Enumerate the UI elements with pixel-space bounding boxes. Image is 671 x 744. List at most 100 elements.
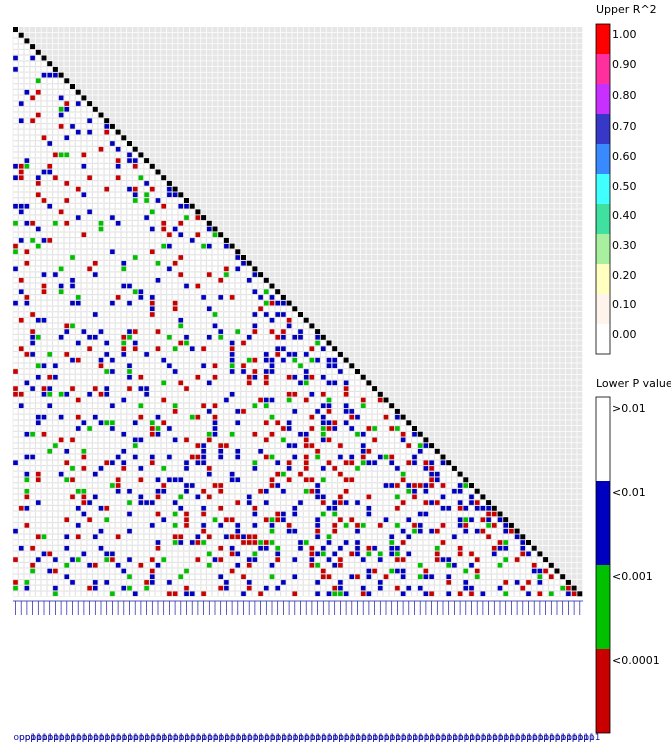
- upper-cell: [560, 557, 566, 563]
- upper-cell: [298, 306, 303, 312]
- upper-cell: [280, 112, 286, 118]
- upper-cell: [349, 312, 355, 317]
- upper-cell: [497, 198, 503, 203]
- upper-cell: [355, 78, 360, 84]
- upper-cell: [30, 38, 36, 44]
- upper-cell: [554, 260, 560, 266]
- upper-cell: [377, 215, 383, 221]
- upper-cell: [366, 163, 372, 169]
- upper-cell: [161, 163, 167, 169]
- upper-cell: [429, 27, 435, 32]
- upper-cell: [423, 277, 429, 283]
- upper-cell: [503, 488, 509, 494]
- upper-cell: [92, 84, 98, 89]
- upper-cell: [360, 152, 366, 158]
- upper-cell: [303, 175, 309, 181]
- upper-cell: [206, 95, 212, 101]
- upper-cell: [463, 180, 469, 186]
- upper-cell: [554, 477, 560, 483]
- upper-cell: [132, 84, 138, 89]
- upper-cell: [474, 391, 480, 397]
- upper-cell: [526, 528, 531, 534]
- upper-cell: [463, 334, 469, 340]
- upper-cell: [223, 175, 229, 181]
- upper-cell: [109, 66, 115, 72]
- upper-cell: [263, 226, 269, 232]
- upper-cell: [571, 357, 577, 363]
- upper-cell: [394, 112, 400, 118]
- upper-cell: [252, 209, 258, 215]
- upper-cell: [161, 141, 167, 146]
- upper-cell: [218, 44, 224, 50]
- upper-cell: [463, 266, 469, 272]
- upper-cell: [434, 294, 440, 300]
- upper-cell: [526, 294, 531, 300]
- upper-cell: [531, 72, 537, 78]
- upper-cell: [383, 255, 389, 260]
- upper-cell: [372, 163, 378, 169]
- upper-cell: [280, 84, 286, 89]
- upper-cell: [138, 101, 144, 107]
- upper-cell: [417, 391, 423, 397]
- upper-cell: [355, 317, 360, 323]
- upper-cell: [526, 420, 531, 426]
- upper-cell: [280, 192, 286, 198]
- upper-cell: [440, 249, 446, 255]
- upper-cell: [166, 101, 172, 107]
- upper-cell: [241, 55, 246, 61]
- upper-cell: [246, 72, 252, 78]
- upper-cell: [486, 397, 492, 403]
- upper-cell: [263, 135, 269, 141]
- upper-cell: [349, 152, 355, 158]
- upper-cell: [560, 106, 566, 112]
- upper-cell: [543, 369, 549, 374]
- upper-cell: [514, 351, 520, 357]
- upper-cell: [189, 175, 195, 181]
- upper-cell: [326, 198, 332, 203]
- upper-cell: [263, 203, 269, 209]
- upper-cell: [440, 95, 446, 101]
- upper-cell: [394, 277, 400, 283]
- upper-cell: [508, 426, 514, 431]
- upper-cell: [417, 38, 423, 44]
- upper-cell: [332, 95, 338, 101]
- upper-cell: [554, 448, 560, 454]
- upper-cell: [400, 397, 406, 403]
- upper-cell: [537, 112, 543, 118]
- upper-cell: [309, 260, 315, 266]
- upper-cell: [537, 300, 543, 306]
- upper-cell: [560, 329, 566, 335]
- upper-cell: [480, 323, 486, 329]
- upper-cell: [469, 426, 474, 431]
- upper-cell: [486, 123, 492, 129]
- upper-cell: [218, 226, 224, 232]
- upper-cell: [406, 118, 412, 124]
- upper-cell: [315, 146, 321, 152]
- upper-cell: [474, 363, 480, 369]
- lower-cell: [12, 49, 19, 55]
- upper-cell: [440, 397, 446, 403]
- upper-cell: [326, 203, 332, 209]
- upper-cell: [389, 317, 395, 323]
- upper-cell: [326, 135, 332, 141]
- upper-cell: [360, 255, 366, 260]
- upper-cell: [355, 357, 360, 363]
- upper-cell: [577, 243, 583, 249]
- upper-cell: [480, 112, 486, 118]
- upper-cell: [508, 192, 514, 198]
- upper-cell: [560, 123, 566, 129]
- upper-cell: [412, 363, 417, 369]
- upper-cell: [366, 129, 372, 135]
- upper-cell: [229, 146, 235, 152]
- upper-cell: [372, 300, 378, 306]
- upper-cell: [469, 329, 474, 335]
- upper-cell: [417, 306, 423, 312]
- upper-cell: [223, 66, 229, 72]
- upper-cell: [406, 169, 412, 175]
- upper-cell: [172, 169, 178, 175]
- upper-cell: [565, 135, 571, 141]
- upper-cell: [372, 135, 378, 141]
- upper-cell: [503, 112, 509, 118]
- upper-cell: [429, 38, 435, 44]
- upper-cell: [360, 300, 366, 306]
